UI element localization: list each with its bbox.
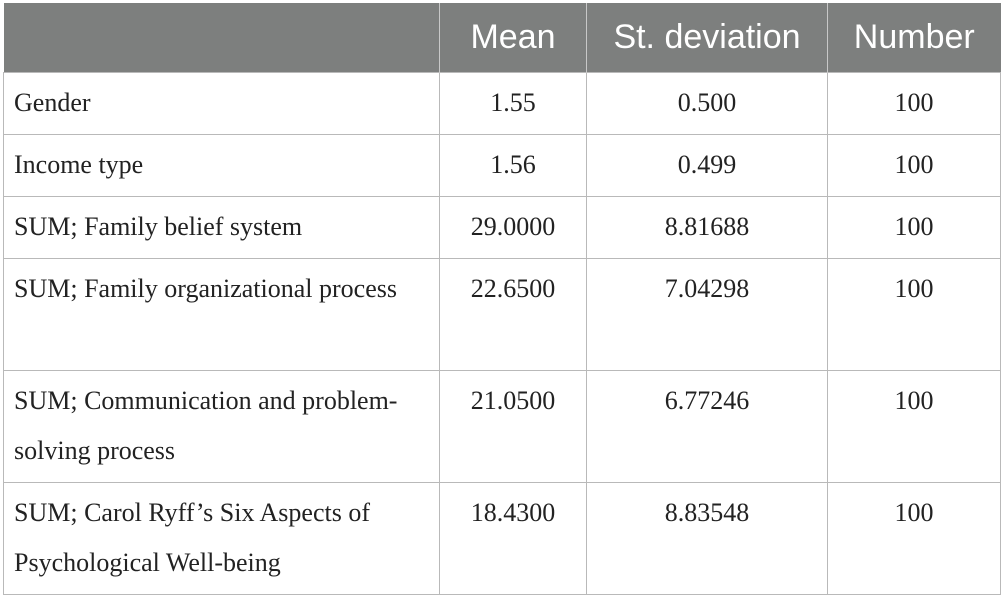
sd-cell: 6.77246 [586, 370, 828, 483]
mean-cell: 18.4300 [439, 482, 587, 595]
header-st-deviation: St. deviation [586, 3, 828, 73]
header-row: Mean St. deviation Number [3, 3, 1001, 73]
row-label: SUM; Carol Ryff’s Six Aspects of Psychol… [3, 482, 440, 595]
sd-cell: 7.04298 [586, 258, 828, 371]
statistics-table-container: Mean St. deviation Number Gender 1.55 0.… [3, 3, 1001, 595]
number-cell: 100 [827, 196, 1001, 259]
table-row: SUM; Family belief system 29.0000 8.8168… [3, 196, 1001, 259]
sd-cell: 8.81688 [586, 196, 828, 259]
descriptive-statistics-table: Mean St. deviation Number Gender 1.55 0.… [3, 3, 1001, 595]
sd-cell: 8.83548 [586, 482, 828, 595]
number-cell: 100 [827, 370, 1001, 483]
table-row: Income type 1.56 0.499 100 [3, 134, 1001, 197]
mean-cell: 29.0000 [439, 196, 587, 259]
header-mean: Mean [439, 3, 587, 73]
sd-cell: 0.499 [586, 134, 828, 197]
table-row: SUM; Family organizational process 22.65… [3, 258, 1001, 371]
header-blank [3, 3, 440, 73]
number-cell: 100 [827, 72, 1001, 135]
mean-cell: 1.55 [439, 72, 587, 135]
mean-cell: 21.0500 [439, 370, 587, 483]
number-cell: 100 [827, 258, 1001, 371]
table-row: SUM; Carol Ryff’s Six Aspects of Psychol… [3, 482, 1001, 595]
row-label: SUM; Communication and problem-solving p… [3, 370, 440, 483]
row-label: Income type [3, 134, 440, 197]
number-cell: 100 [827, 134, 1001, 197]
table-row: Gender 1.55 0.500 100 [3, 72, 1001, 135]
table-row: SUM; Communication and problem-solving p… [3, 370, 1001, 483]
row-label: SUM; Family organizational process [3, 258, 440, 371]
row-label: SUM; Family belief system [3, 196, 440, 259]
row-label: Gender [3, 72, 440, 135]
mean-cell: 1.56 [439, 134, 587, 197]
sd-cell: 0.500 [586, 72, 828, 135]
header-number: Number [827, 3, 1001, 73]
mean-cell: 22.6500 [439, 258, 587, 371]
number-cell: 100 [827, 482, 1001, 595]
